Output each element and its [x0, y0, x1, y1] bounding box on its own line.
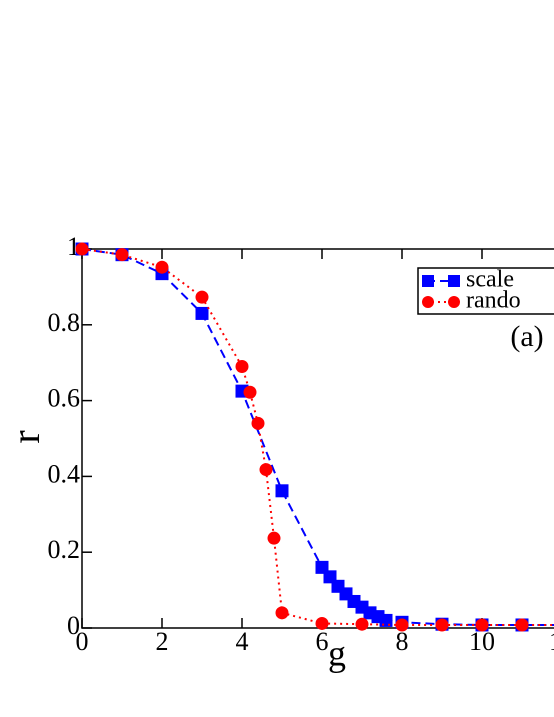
marker — [75, 242, 89, 256]
legend-box — [417, 267, 554, 315]
y-tick-label: 0.4 — [48, 459, 81, 488]
y-axis-label: r — [3, 430, 48, 443]
x-tick-label: 12 — [549, 627, 554, 656]
marker — [267, 531, 281, 545]
x-tick-label: 8 — [396, 627, 409, 656]
marker — [315, 616, 329, 630]
marker — [475, 618, 489, 632]
marker — [251, 416, 265, 430]
marker — [355, 617, 369, 631]
legend-marker — [448, 296, 460, 308]
marker — [515, 618, 529, 632]
marker — [395, 618, 409, 632]
x-tick-label: 2 — [156, 627, 169, 656]
marker — [235, 359, 249, 373]
y-tick-label: 0.8 — [48, 308, 81, 337]
marker — [195, 306, 209, 320]
marker — [379, 613, 393, 627]
marker — [275, 484, 289, 498]
x-tick-label: 0 — [76, 627, 89, 656]
legend-label: rando — [466, 288, 521, 314]
x-tick-label: 10 — [469, 627, 495, 656]
legend-marker — [422, 296, 434, 308]
marker — [259, 463, 273, 477]
y-tick-label: 0 — [67, 611, 80, 640]
x-axis-label: g — [328, 633, 346, 673]
y-tick-label: 0.2 — [48, 535, 81, 564]
annotation: (a) — [510, 320, 543, 353]
marker — [435, 618, 449, 632]
marker — [155, 260, 169, 274]
x-tick-label: 6 — [316, 627, 329, 656]
marker — [115, 248, 129, 262]
series-line — [81, 248, 554, 626]
legend-marker — [422, 275, 434, 287]
marker — [243, 385, 257, 399]
legend-label: scale — [466, 267, 514, 293]
marker — [195, 290, 209, 304]
y-tick-label: 0.6 — [48, 384, 81, 413]
marker — [275, 606, 289, 620]
legend-marker — [448, 275, 460, 287]
x-tick-label: 4 — [236, 627, 249, 656]
